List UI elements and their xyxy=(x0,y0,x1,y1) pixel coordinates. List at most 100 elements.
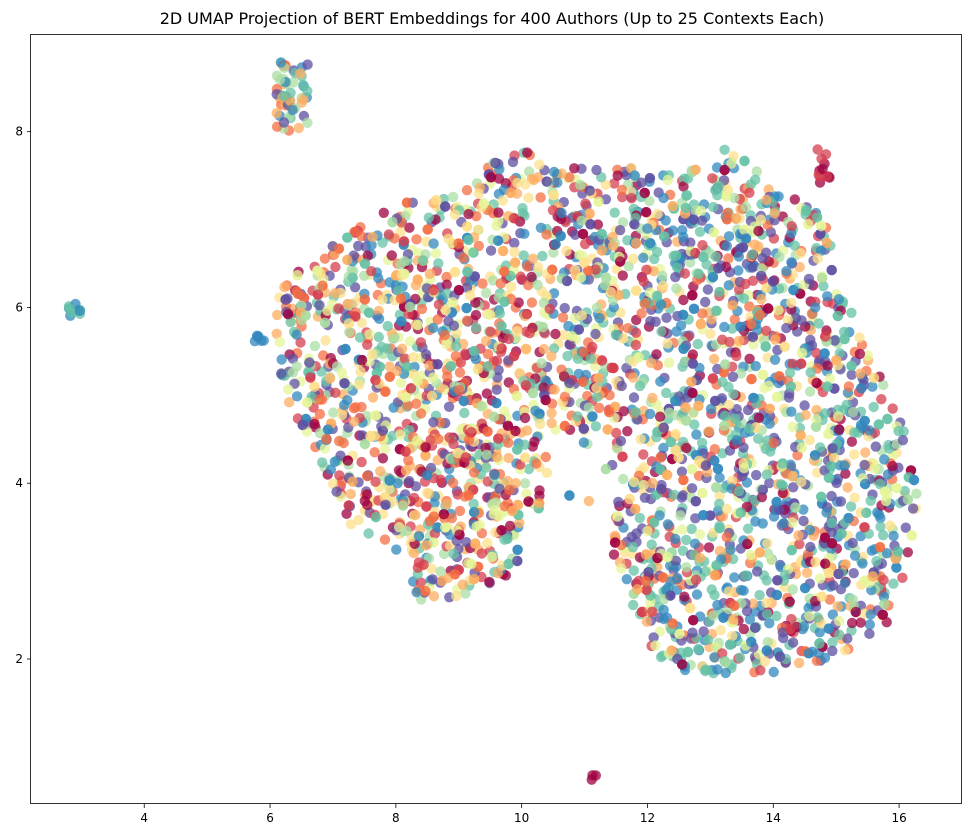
data-point xyxy=(580,198,591,209)
data-point xyxy=(769,354,781,365)
x-tick-label: 10 xyxy=(514,811,529,825)
data-point xyxy=(536,358,547,369)
x-tick-label: 6 xyxy=(266,811,274,825)
data-point xyxy=(721,503,733,515)
data-point xyxy=(534,490,545,501)
data-point xyxy=(628,372,639,383)
data-point xyxy=(725,544,736,555)
data-point xyxy=(493,215,504,227)
data-point xyxy=(819,348,830,359)
data-point xyxy=(690,164,701,175)
data-point xyxy=(468,345,480,357)
data-point xyxy=(482,426,493,437)
data-point xyxy=(382,320,393,332)
data-point xyxy=(742,538,753,550)
data-point xyxy=(817,163,828,175)
data-point xyxy=(730,413,741,424)
data-point xyxy=(888,530,899,542)
data-point xyxy=(512,326,523,337)
data-point xyxy=(428,372,439,383)
data-point xyxy=(687,358,698,369)
data-point xyxy=(384,483,395,495)
data-point xyxy=(421,501,432,512)
data-point xyxy=(746,318,757,330)
data-point xyxy=(827,580,839,591)
data-point xyxy=(833,615,845,627)
data-point xyxy=(744,353,755,364)
data-point xyxy=(739,224,750,235)
data-point xyxy=(630,503,641,515)
data-point xyxy=(823,567,835,579)
data-point xyxy=(630,327,642,338)
data-point xyxy=(596,228,607,240)
data-point xyxy=(395,429,406,440)
data-point xyxy=(572,411,583,422)
data-point xyxy=(757,253,768,264)
data-point xyxy=(343,500,354,511)
data-point xyxy=(464,290,476,301)
data-point xyxy=(366,239,377,251)
data-point xyxy=(804,434,815,446)
data-point xyxy=(636,606,648,618)
data-point xyxy=(877,530,889,541)
data-point xyxy=(759,656,771,667)
data-point xyxy=(762,636,773,648)
data-point xyxy=(616,184,628,196)
data-point xyxy=(843,381,855,392)
data-point xyxy=(485,326,496,337)
data-point xyxy=(510,425,521,437)
data-point xyxy=(453,285,465,296)
data-point xyxy=(496,343,507,354)
data-point xyxy=(628,392,640,403)
data-point xyxy=(639,298,651,310)
data-point xyxy=(317,280,328,291)
data-point xyxy=(811,655,823,666)
data-point xyxy=(561,245,572,257)
data-point xyxy=(363,307,375,318)
data-point xyxy=(810,421,822,432)
data-point xyxy=(869,463,880,474)
data-point xyxy=(661,312,672,323)
data-point xyxy=(534,408,545,419)
data-point xyxy=(582,265,594,276)
data-point xyxy=(432,314,443,325)
data-point xyxy=(874,478,886,490)
data-point xyxy=(302,397,313,408)
data-point xyxy=(615,435,627,447)
data-point xyxy=(532,279,543,291)
data-point xyxy=(287,104,298,116)
data-point xyxy=(719,321,730,333)
data-point xyxy=(773,305,784,316)
data-point xyxy=(868,372,880,384)
data-point xyxy=(697,240,708,251)
data-point xyxy=(504,520,516,532)
data-point xyxy=(655,452,666,463)
data-point xyxy=(676,492,688,503)
data-point xyxy=(491,384,502,395)
data-point xyxy=(356,401,367,413)
data-point xyxy=(816,153,827,164)
data-point xyxy=(684,602,696,614)
data-point xyxy=(489,469,500,480)
data-point xyxy=(879,598,890,610)
data-point xyxy=(691,429,702,440)
data-point xyxy=(403,455,414,466)
data-point xyxy=(864,619,875,630)
data-point xyxy=(362,470,373,482)
data-point xyxy=(766,554,777,566)
data-point xyxy=(490,157,501,169)
data-point xyxy=(748,392,759,404)
data-point xyxy=(814,638,825,649)
data-point xyxy=(486,551,497,563)
data-point xyxy=(577,376,589,387)
data-point xyxy=(642,525,653,537)
data-point xyxy=(470,309,482,321)
data-point xyxy=(748,339,759,350)
data-point xyxy=(583,495,595,507)
data-point xyxy=(641,207,652,218)
data-point xyxy=(439,330,450,341)
data-point xyxy=(873,419,884,430)
data-point xyxy=(787,637,799,648)
data-point xyxy=(707,173,718,184)
data-point xyxy=(356,354,368,366)
